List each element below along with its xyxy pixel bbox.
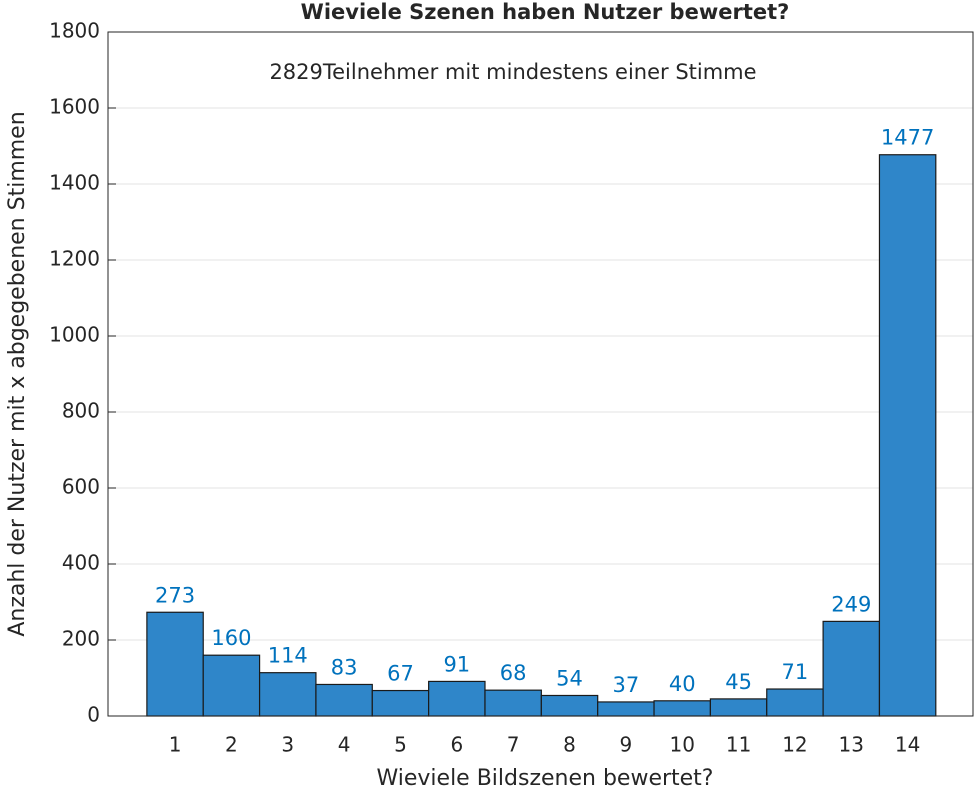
- x-tick-label: 7: [507, 733, 520, 757]
- x-tick-label: 5: [394, 733, 407, 757]
- bar: [146, 611, 204, 717]
- data-label: 40: [669, 672, 696, 696]
- bar: [597, 701, 655, 717]
- data-label: 1477: [881, 126, 934, 150]
- x-tick-label: 8: [563, 733, 576, 757]
- chart-title: Wieviele Szenen haben Nutzer bewertet?: [301, 0, 790, 24]
- y-tick-label: 1800: [49, 19, 100, 43]
- bar: [822, 620, 881, 717]
- x-tick-label: 3: [281, 733, 294, 757]
- y-tick-label: 0: [87, 703, 100, 727]
- data-label: 114: [268, 644, 308, 668]
- y-tick-label: 1600: [49, 95, 100, 119]
- data-label: 273: [155, 583, 195, 607]
- bar: [709, 698, 768, 717]
- data-label: 71: [782, 660, 809, 684]
- data-label: 249: [831, 592, 871, 616]
- bar: [653, 700, 712, 717]
- data-label: 37: [613, 673, 640, 697]
- data-label: 83: [331, 655, 358, 679]
- axes-box: [107, 31, 974, 717]
- x-tick-label: 6: [450, 733, 463, 757]
- y-tick-label: 1200: [49, 247, 100, 271]
- data-label: 160: [211, 626, 251, 650]
- data-label: 54: [556, 666, 583, 690]
- y-tick-label: 1000: [49, 323, 100, 347]
- x-tick-label: 10: [669, 733, 694, 757]
- y-tick-label: 800: [62, 399, 100, 423]
- bar: [540, 694, 599, 717]
- bar: [878, 154, 937, 717]
- x-tick-label: 13: [839, 733, 864, 757]
- bar: [202, 654, 261, 717]
- y-tick-label: 200: [62, 627, 100, 651]
- bar: [315, 683, 373, 717]
- bar: [428, 680, 486, 717]
- data-label: 91: [443, 652, 470, 676]
- data-label: 45: [725, 670, 752, 694]
- y-tick-label: 400: [62, 551, 100, 575]
- annotation: 2829Teilnehmer mit mindestens einer Stim…: [269, 60, 756, 84]
- y-axis-label: Anzahl der Nutzer mit x abgegebenen Stim…: [5, 111, 30, 636]
- x-tick-label: 14: [895, 733, 920, 757]
- data-label: 67: [387, 662, 414, 686]
- x-tick-label: 12: [782, 733, 807, 757]
- bar: [258, 672, 317, 717]
- x-tick-label: 9: [620, 733, 633, 757]
- x-tick-label: 2: [225, 733, 238, 757]
- bar: [484, 689, 542, 717]
- bar: [766, 688, 824, 717]
- x-tick-label: 4: [338, 733, 351, 757]
- x-tick-label: 11: [726, 733, 751, 757]
- bar: [371, 689, 430, 717]
- y-tick-label: 1400: [49, 171, 100, 195]
- y-tick-label: 600: [62, 475, 100, 499]
- x-tick-label: 1: [169, 733, 182, 757]
- data-label: 68: [500, 661, 527, 685]
- x-axis-label: Wieviele Bildszenen bewertet?: [376, 766, 713, 791]
